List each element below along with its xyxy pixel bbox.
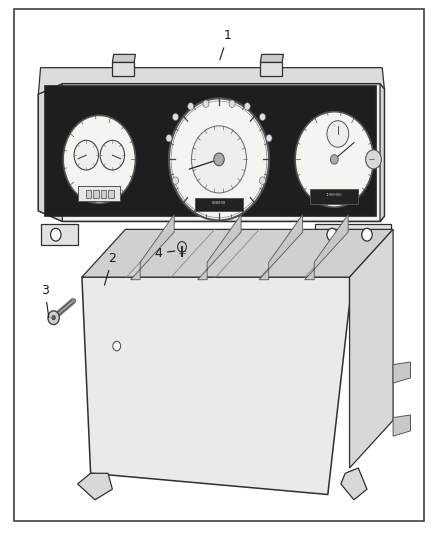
Polygon shape [39, 84, 385, 221]
FancyBboxPatch shape [86, 190, 92, 198]
Circle shape [295, 112, 374, 207]
Polygon shape [350, 229, 393, 468]
Circle shape [259, 114, 265, 120]
Circle shape [214, 153, 224, 166]
Circle shape [100, 140, 124, 170]
Circle shape [52, 316, 55, 320]
Polygon shape [45, 86, 376, 216]
Text: 2: 2 [104, 252, 117, 285]
Circle shape [173, 114, 179, 120]
FancyBboxPatch shape [78, 186, 120, 201]
Circle shape [191, 126, 247, 193]
Polygon shape [260, 54, 283, 62]
Text: 4: 4 [154, 247, 175, 260]
Circle shape [327, 120, 349, 147]
Circle shape [166, 134, 172, 142]
Polygon shape [198, 215, 241, 280]
Circle shape [113, 341, 120, 351]
Circle shape [178, 241, 186, 252]
Circle shape [173, 177, 179, 184]
Polygon shape [380, 84, 385, 221]
Circle shape [50, 228, 61, 241]
Polygon shape [260, 62, 282, 76]
Circle shape [244, 103, 251, 110]
Polygon shape [82, 277, 350, 495]
Polygon shape [78, 473, 113, 500]
Polygon shape [305, 215, 348, 280]
Polygon shape [39, 68, 385, 94]
Circle shape [169, 99, 269, 220]
Circle shape [327, 228, 337, 241]
Polygon shape [131, 215, 174, 280]
Polygon shape [393, 415, 410, 436]
Polygon shape [113, 54, 135, 62]
Polygon shape [315, 224, 391, 245]
Circle shape [362, 228, 372, 241]
FancyBboxPatch shape [108, 190, 114, 198]
FancyBboxPatch shape [195, 198, 243, 211]
FancyBboxPatch shape [101, 190, 106, 198]
Text: 3: 3 [41, 284, 49, 318]
Circle shape [366, 150, 381, 169]
Circle shape [259, 177, 265, 184]
Text: 000000: 000000 [212, 201, 226, 205]
Polygon shape [82, 229, 393, 277]
Circle shape [266, 134, 272, 142]
Text: IHHHHHH: IHHHHHH [326, 193, 343, 197]
Circle shape [63, 115, 135, 204]
Circle shape [330, 155, 338, 164]
Circle shape [74, 140, 99, 170]
Circle shape [187, 103, 194, 110]
Circle shape [48, 311, 59, 325]
Circle shape [203, 100, 209, 108]
Polygon shape [341, 468, 367, 500]
Polygon shape [259, 215, 303, 280]
Polygon shape [41, 224, 78, 245]
Circle shape [229, 100, 235, 108]
Polygon shape [113, 62, 134, 76]
Polygon shape [393, 362, 410, 383]
Text: 1: 1 [220, 29, 232, 60]
FancyBboxPatch shape [311, 189, 358, 205]
Polygon shape [39, 84, 62, 221]
FancyBboxPatch shape [93, 190, 99, 198]
